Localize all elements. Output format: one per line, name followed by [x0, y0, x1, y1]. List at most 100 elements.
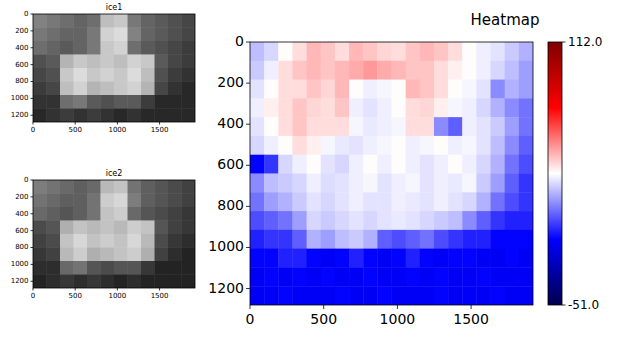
cell	[476, 211, 491, 230]
cell	[33, 221, 47, 235]
cell	[155, 14, 169, 28]
cell	[505, 192, 520, 211]
cell	[406, 155, 421, 174]
cell	[182, 28, 196, 42]
cell	[101, 207, 115, 221]
cell	[264, 286, 279, 305]
cell	[33, 275, 47, 289]
cell	[335, 267, 350, 286]
cell	[114, 207, 128, 221]
cell	[307, 192, 322, 211]
cell	[307, 211, 322, 230]
y-tick	[246, 288, 250, 289]
cell	[278, 61, 293, 80]
cell	[307, 136, 322, 155]
cell	[292, 117, 307, 136]
cell	[392, 286, 407, 305]
cell	[307, 249, 322, 268]
cell	[321, 230, 336, 249]
cell	[420, 80, 435, 99]
cell	[168, 207, 182, 221]
cell	[114, 82, 128, 96]
cell	[74, 14, 88, 28]
cell	[128, 28, 142, 42]
cell	[264, 117, 279, 136]
cell	[420, 174, 435, 193]
cell	[392, 98, 407, 117]
y-tick	[246, 206, 250, 207]
cell	[476, 117, 491, 136]
cell	[505, 136, 520, 155]
cell	[519, 267, 533, 286]
cell	[128, 41, 142, 55]
cell	[168, 41, 182, 55]
cell	[155, 207, 169, 221]
cell	[476, 61, 491, 80]
cell	[155, 194, 169, 208]
cell	[434, 286, 449, 305]
cell	[101, 14, 115, 28]
cell	[182, 248, 196, 262]
cell	[168, 234, 182, 248]
cell	[74, 180, 88, 194]
cell	[60, 180, 74, 194]
cell	[392, 230, 407, 249]
cell	[505, 267, 520, 286]
cell	[434, 155, 449, 174]
cell	[87, 248, 101, 262]
cell	[377, 174, 392, 193]
cell	[168, 109, 182, 123]
cell	[377, 42, 392, 61]
cell	[114, 55, 128, 69]
cell	[476, 136, 491, 155]
cell	[377, 230, 392, 249]
cell	[377, 249, 392, 268]
cell	[491, 211, 506, 230]
cell	[278, 286, 293, 305]
cell	[33, 248, 47, 262]
cell	[434, 117, 449, 136]
cell	[33, 14, 47, 28]
cell	[363, 117, 378, 136]
y-tick	[246, 42, 250, 43]
cell	[250, 42, 265, 61]
cell	[182, 82, 196, 96]
y-tick	[31, 264, 34, 265]
cell	[491, 174, 506, 193]
cell	[321, 80, 336, 99]
cell	[363, 267, 378, 286]
cell	[128, 261, 142, 275]
cell	[60, 28, 74, 42]
cell	[155, 68, 169, 82]
cell	[349, 98, 364, 117]
cell	[155, 28, 169, 42]
cell	[278, 136, 293, 155]
colorbar-tick	[562, 42, 566, 43]
cell	[114, 41, 128, 55]
cell	[519, 80, 533, 99]
x-tick	[117, 288, 118, 291]
cell	[60, 261, 74, 275]
cell	[392, 42, 407, 61]
cell	[519, 61, 533, 80]
cell	[292, 98, 307, 117]
cell	[101, 234, 115, 248]
cell	[278, 174, 293, 193]
cell	[182, 221, 196, 235]
cell	[420, 286, 435, 305]
cell	[448, 98, 463, 117]
cell	[491, 98, 506, 117]
cell	[292, 155, 307, 174]
cell	[448, 211, 463, 230]
title: Heatmap	[471, 11, 540, 29]
cell	[128, 234, 142, 248]
cell	[476, 286, 491, 305]
cell	[476, 155, 491, 174]
cell	[519, 211, 533, 230]
cell	[141, 275, 155, 289]
cell	[168, 275, 182, 289]
cell	[47, 95, 61, 109]
cell	[101, 41, 115, 55]
cell	[491, 155, 506, 174]
cell	[47, 234, 61, 248]
